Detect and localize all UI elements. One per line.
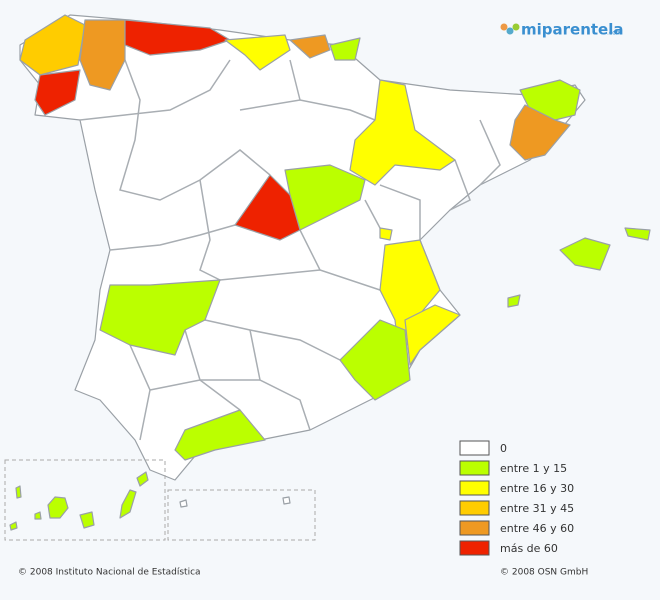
province	[34, 69, 81, 116]
legend-label: entre 31 y 45	[500, 502, 574, 515]
province	[509, 104, 571, 161]
province	[289, 34, 331, 59]
island	[34, 511, 42, 520]
legend-label: entre 16 y 30	[500, 482, 574, 495]
footer-left: © 2008 Instituto Nacional de Estadística	[18, 568, 201, 578]
inset-box	[4, 459, 166, 541]
mainland	[19, 14, 586, 481]
island	[15, 485, 22, 499]
island	[624, 227, 651, 241]
island	[136, 471, 149, 487]
canary-islands	[9, 471, 149, 531]
logo: miparentela .com	[500, 21, 624, 39]
province	[329, 37, 361, 61]
island	[79, 511, 95, 529]
city	[179, 499, 188, 508]
province	[19, 14, 86, 76]
logo-text: miparentela	[521, 21, 624, 39]
island	[47, 496, 69, 519]
province	[234, 174, 301, 241]
legend-label: entre 1 y 15	[500, 462, 567, 475]
legend: 0 entre 1 y 15 entre 16 y 30 entre 31 y 45 e…	[459, 440, 574, 556]
island	[559, 237, 611, 271]
province	[349, 79, 456, 186]
footer-right: © 2008 OSN GmbH	[500, 568, 588, 578]
legend-label: entre 46 y 60	[500, 522, 574, 535]
province	[404, 304, 461, 366]
provinces	[19, 14, 651, 461]
province-borders	[79, 59, 501, 441]
legend-label: más de 60	[500, 542, 558, 555]
legend-swatch	[459, 480, 490, 496]
legend-label: 0	[500, 442, 507, 455]
legend-swatch	[459, 520, 490, 536]
province	[224, 34, 291, 71]
island	[9, 521, 18, 531]
legend-swatch	[459, 540, 490, 556]
province	[124, 19, 231, 56]
legend-swatch	[459, 440, 490, 456]
logo-suffix: .com	[607, 30, 622, 37]
island	[507, 294, 521, 308]
province	[99, 279, 221, 356]
legend-swatch	[459, 500, 490, 516]
province	[174, 409, 266, 461]
city	[282, 496, 291, 505]
island	[119, 489, 137, 519]
inset-box	[167, 489, 316, 541]
province	[339, 319, 411, 401]
province	[379, 227, 393, 241]
legend-swatch	[459, 460, 490, 476]
